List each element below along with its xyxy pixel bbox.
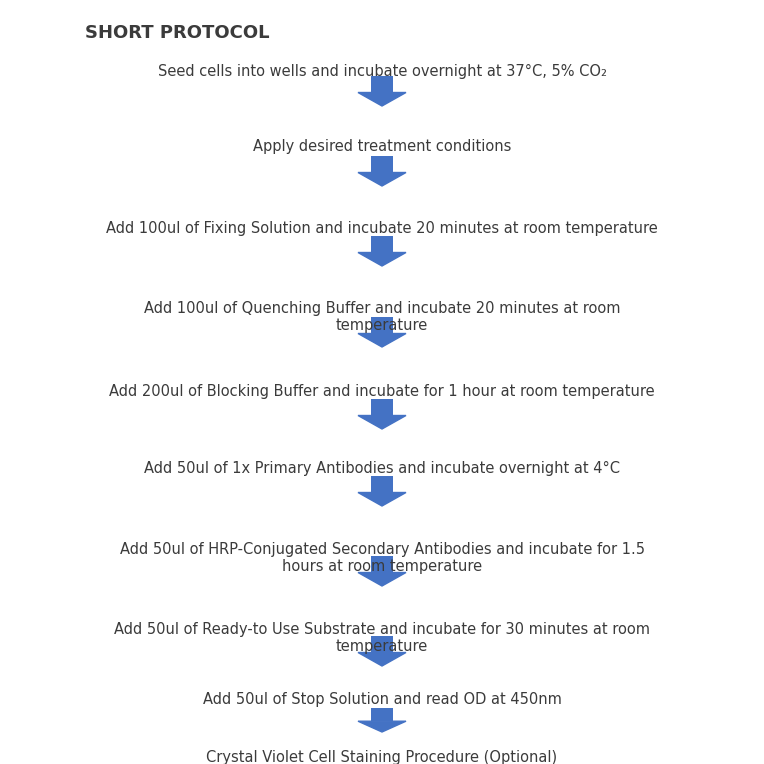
Polygon shape bbox=[358, 92, 406, 106]
Polygon shape bbox=[358, 721, 406, 732]
Polygon shape bbox=[358, 652, 406, 666]
Bar bbox=[371, 708, 393, 721]
Text: Add 100ul of Fixing Solution and incubate 20 minutes at room temperature: Add 100ul of Fixing Solution and incubat… bbox=[106, 221, 658, 236]
Bar bbox=[371, 399, 393, 416]
Text: Add 50ul of Ready-to Use Substrate and incubate for 30 minutes at room
temperatu: Add 50ul of Ready-to Use Substrate and i… bbox=[114, 622, 650, 655]
Bar bbox=[371, 156, 393, 173]
Polygon shape bbox=[358, 416, 406, 429]
Text: Apply desired treatment conditions: Apply desired treatment conditions bbox=[253, 139, 511, 154]
Text: Add 50ul of 1x Primary Antibodies and incubate overnight at 4°C: Add 50ul of 1x Primary Antibodies and in… bbox=[144, 461, 620, 476]
Text: Add 200ul of Blocking Buffer and incubate for 1 hour at room temperature: Add 200ul of Blocking Buffer and incubat… bbox=[109, 384, 655, 399]
Bar bbox=[371, 76, 393, 92]
Polygon shape bbox=[358, 334, 406, 347]
Text: Add 50ul of HRP-Conjugated Secondary Antibodies and incubate for 1.5
hours at ro: Add 50ul of HRP-Conjugated Secondary Ant… bbox=[119, 542, 645, 575]
Text: Seed cells into wells and incubate overnight at 37°C, 5% CO₂: Seed cells into wells and incubate overn… bbox=[157, 64, 607, 79]
Polygon shape bbox=[358, 173, 406, 186]
Bar bbox=[371, 236, 393, 252]
Bar bbox=[371, 476, 393, 493]
Bar bbox=[371, 556, 393, 572]
Bar bbox=[371, 317, 393, 334]
Text: Add 50ul of Stop Solution and read OD at 450nm: Add 50ul of Stop Solution and read OD at… bbox=[202, 692, 562, 707]
Polygon shape bbox=[358, 493, 406, 506]
Text: SHORT PROTOCOL: SHORT PROTOCOL bbox=[85, 24, 270, 42]
Text: Crystal Violet Cell Staining Procedure (Optional): Crystal Violet Cell Staining Procedure (… bbox=[206, 750, 558, 764]
Bar bbox=[371, 636, 393, 652]
Text: Add 100ul of Quenching Buffer and incubate 20 minutes at room
temperature: Add 100ul of Quenching Buffer and incuba… bbox=[144, 301, 620, 333]
Polygon shape bbox=[358, 572, 406, 586]
Polygon shape bbox=[358, 252, 406, 266]
